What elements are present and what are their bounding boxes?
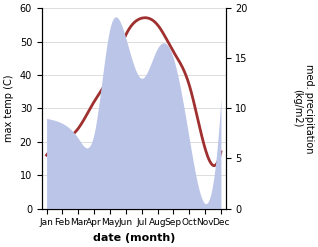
Y-axis label: med. precipitation
(kg/m2): med. precipitation (kg/m2)	[292, 64, 314, 153]
X-axis label: date (month): date (month)	[93, 233, 175, 243]
Y-axis label: max temp (C): max temp (C)	[4, 75, 14, 142]
